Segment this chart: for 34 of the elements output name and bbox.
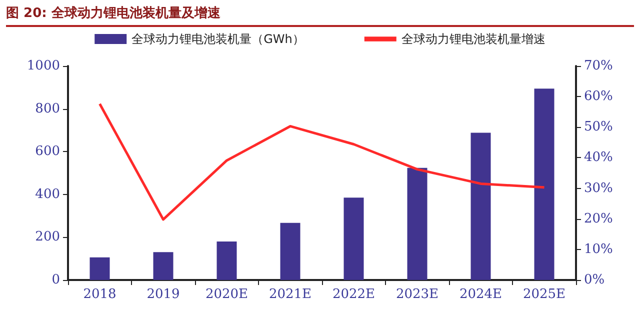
- legend-label: 全球动力锂电池装机量（GWh）: [132, 32, 304, 46]
- bar: [407, 168, 428, 280]
- x-tick-label: 2024E: [459, 287, 502, 302]
- y-tick-label: 0: [52, 272, 60, 288]
- x-tick-label: 2021E: [268, 287, 312, 302]
- legend-label: 全球动力锂电池装机量增速: [401, 32, 546, 46]
- y2-tick-label: 10%: [584, 242, 613, 257]
- y2-tick-label: 60%: [584, 89, 613, 104]
- y-tick-label: 800: [35, 101, 60, 116]
- x-tick-label: 2025E: [522, 287, 566, 302]
- bar: [153, 252, 174, 280]
- x-tick-label: 2022E: [332, 287, 376, 302]
- chart-title: 图 20: 全球动力锂电池装机量及增速: [6, 4, 634, 27]
- y-tick-label: 1000: [26, 58, 60, 74]
- line-series: [98, 102, 546, 221]
- bar: [280, 222, 300, 280]
- x-tick-label: 2019: [146, 287, 180, 302]
- x-tick-label: 2023E: [396, 287, 439, 302]
- bar: [216, 241, 237, 280]
- y2-tick-label: 0%: [584, 272, 605, 288]
- bar: [470, 132, 491, 280]
- bar: [534, 88, 554, 280]
- y2-tick-label: 70%: [584, 58, 613, 74]
- y2-tick-label: 20%: [584, 211, 613, 226]
- y-tick-label: 600: [35, 144, 60, 160]
- y-tick-label: 400: [35, 186, 60, 202]
- y-tick-label: 200: [35, 230, 60, 245]
- y2-tick-label: 40%: [584, 150, 613, 166]
- y2-tick-label: 30%: [584, 180, 613, 196]
- bar: [90, 257, 110, 280]
- bar: [344, 198, 364, 280]
- x-tick-label: 2018: [83, 287, 116, 302]
- y2-tick-label: 50%: [584, 120, 613, 135]
- x-tick-label: 2020E: [205, 287, 248, 302]
